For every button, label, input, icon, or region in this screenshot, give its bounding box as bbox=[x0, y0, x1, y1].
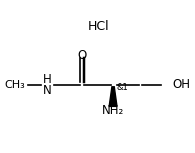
Text: HCl: HCl bbox=[88, 20, 109, 33]
Text: H: H bbox=[43, 73, 52, 86]
Text: NH₂: NH₂ bbox=[102, 104, 124, 117]
Text: &1: &1 bbox=[116, 83, 128, 92]
Text: O: O bbox=[77, 49, 86, 62]
Text: CH₃: CH₃ bbox=[4, 80, 25, 90]
Text: N: N bbox=[43, 84, 52, 97]
Text: OH: OH bbox=[173, 78, 191, 91]
Polygon shape bbox=[109, 87, 117, 106]
